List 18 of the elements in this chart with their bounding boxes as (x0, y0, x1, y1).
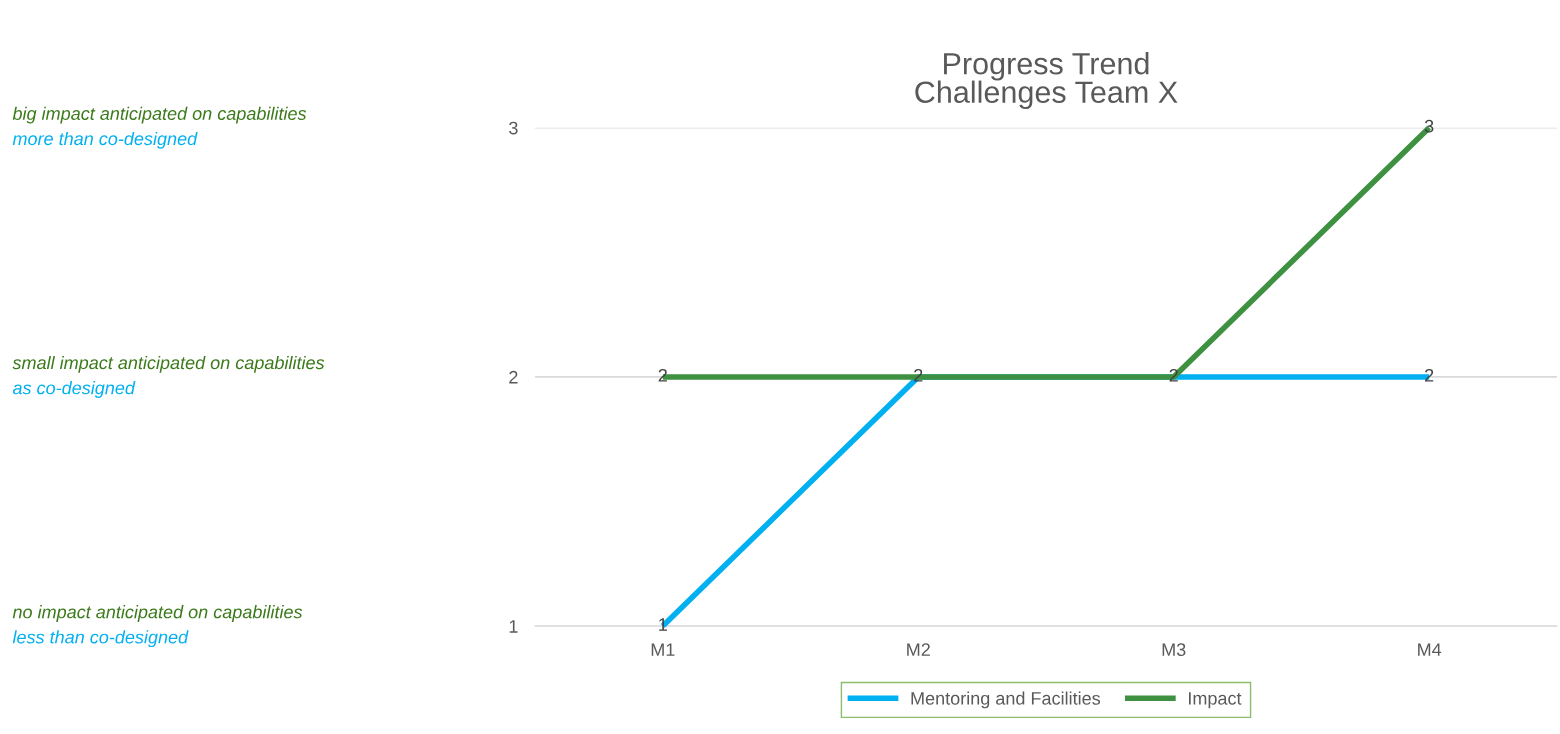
text: no impact anticipated on capabilities (12, 605, 303, 622)
text: big impact anticipated on capabilities (12, 106, 307, 124)
legend-label: Impact (1189, 692, 1242, 709)
legend-label: Mentoring and Facilities (911, 691, 1101, 709)
x-tick-label: M2 (907, 643, 930, 656)
chart-title: Progress Trend Challenges Team X (915, 52, 1178, 110)
text: as co-designed (12, 381, 136, 398)
x-tick-label: M1 (651, 643, 675, 656)
y-tick-label: 3 (509, 121, 518, 135)
y-tick-label: 2 (509, 370, 518, 384)
data-label: 2 (658, 368, 667, 382)
data-label: 2 (1425, 368, 1434, 382)
text: small impact anticipated on capabilities (12, 355, 325, 373)
text: more than co-designed (12, 131, 198, 149)
y-tick-label: 1 (509, 620, 518, 633)
x-tick-label: M4 (1418, 643, 1442, 656)
text: less than co-designed (12, 630, 189, 648)
x-tick-label: M3 (1162, 643, 1186, 657)
